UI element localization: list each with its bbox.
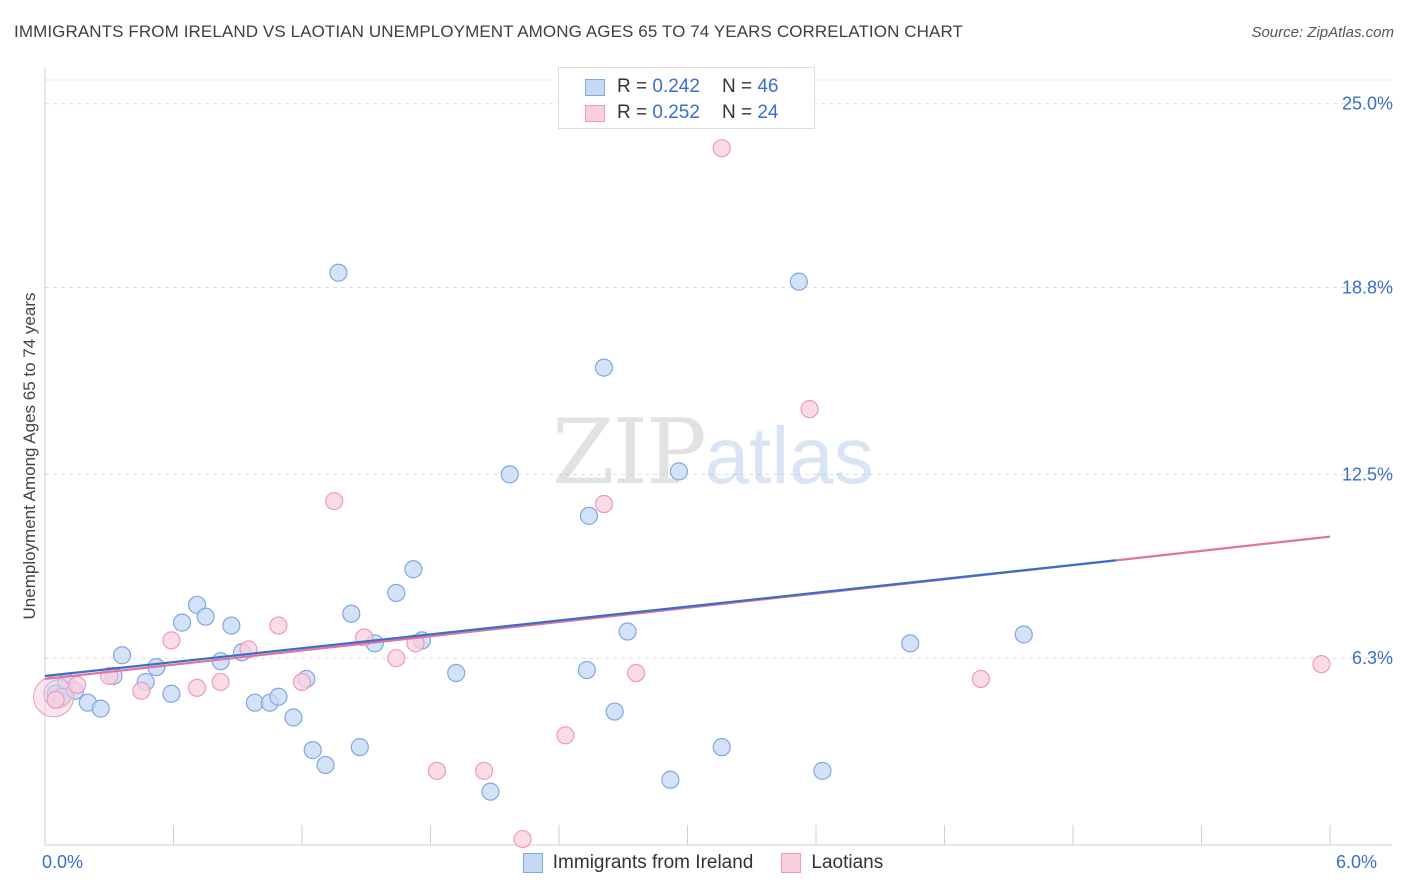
point-laotians [556,726,575,745]
y-tick-labels: 6.3% 12.5% 18.8% 25.0% [1342,94,1393,668]
point-laotians [594,494,614,514]
point-ireland [269,687,288,706]
point-laotians [474,761,494,780]
point-laotians [162,631,181,650]
point-ireland [91,699,110,718]
point-ireland [316,755,335,775]
point-laotians [46,690,65,709]
point-ireland [579,506,599,525]
source-label: Source: ZipAtlas.com [1251,24,1394,41]
legend-row-ireland: R = 0.242 N = 46 [585,75,778,99]
point-ireland [789,272,808,291]
legend-label-laotians: Laotians [811,852,884,873]
legend-swatch-laotians [781,853,802,873]
watermark: ZIPatlas [552,400,874,505]
trend-line-ireland [44,559,1116,678]
point-ireland [481,782,500,801]
point-ireland [605,702,624,721]
point-ireland [172,613,192,632]
point-ireland [350,738,369,757]
legend-r-value: 0.252 [652,102,700,123]
legend-label-ireland: Immigrants from Ireland [552,852,754,873]
watermark-zip: ZIP [552,400,707,505]
legend-item-laotians[interactable]: Laotians [781,852,883,874]
y-tick-label: 12.5% [1342,464,1393,484]
point-ireland [669,462,689,481]
legend-r-label: R = [617,76,648,97]
point-laotians [68,675,87,694]
chart-title: IMMIGRANTS FROM IRELAND VS LAOTIAN UNEMP… [14,22,964,41]
point-ireland [661,770,680,789]
y-axis-label: Unemployment Among Ages 65 to 74 years [20,292,39,620]
point-laotians [513,829,532,849]
point-laotians [800,400,819,419]
series-legend: Immigrants from Ireland Laotians [0,852,1406,874]
trend-lines [44,535,1331,681]
legend-n-label: N = [721,102,753,123]
y-tick-label: 6.3% [1352,648,1393,668]
x-tick-max: 6.0% [1336,852,1378,872]
point-ireland [329,263,348,282]
gridlines [45,79,1392,659]
legend-n-value: 24 [757,102,779,123]
point-ireland [222,616,241,635]
point-ireland [196,607,215,626]
axes [44,68,1392,846]
x-tick-min: 0.0% [42,852,84,872]
correlation-legend: R = 0.242 N = 46 R = 0.252 N = 24 [558,67,815,129]
legend-n-value: 46 [757,76,779,97]
series-laotians-points [33,139,1331,849]
point-ireland [500,465,519,484]
point-ireland [112,646,132,665]
point-ireland [1014,625,1033,644]
series-ireland-points [43,263,1033,801]
point-laotians [269,616,288,635]
point-ireland [594,358,614,377]
point-laotians [187,678,207,697]
point-ireland [447,663,466,683]
point-laotians [211,672,230,692]
point-ireland [303,741,322,760]
legend-r-label: R = [617,102,648,123]
y-tick-label: 18.8% [1342,278,1393,298]
point-ireland [712,738,731,757]
point-ireland [404,560,423,579]
legend-swatch-ireland [585,78,605,96]
point-laotians [292,672,312,692]
point-laotians [626,663,646,683]
legend-swatch-laotians [585,104,605,122]
legend-row-laotians: R = 0.252 N = 24 [585,101,778,125]
point-laotians [132,681,151,700]
point-laotians [427,761,447,780]
point-ireland [387,583,406,603]
point-ireland [342,604,361,623]
point-ireland [577,660,596,680]
watermark-atlas: atlas [704,411,874,500]
legend-r-value: 0.242 [652,76,700,97]
point-laotians [971,669,991,689]
point-ireland [284,708,303,727]
point-ireland [813,761,832,780]
point-ireland [162,684,181,703]
trend-line-laotians [44,535,1331,681]
point-ireland [901,634,920,653]
legend-item-ireland[interactable]: Immigrants from Ireland [522,852,754,874]
point-laotians [387,649,406,668]
legend-n-label: N = [721,76,753,97]
point-laotians [1312,655,1331,674]
legend-swatch-ireland [522,853,543,873]
point-laotians [325,491,344,511]
point-ireland [618,622,637,641]
y-tick-label: 25.0% [1342,94,1393,114]
point-laotians [712,139,731,158]
